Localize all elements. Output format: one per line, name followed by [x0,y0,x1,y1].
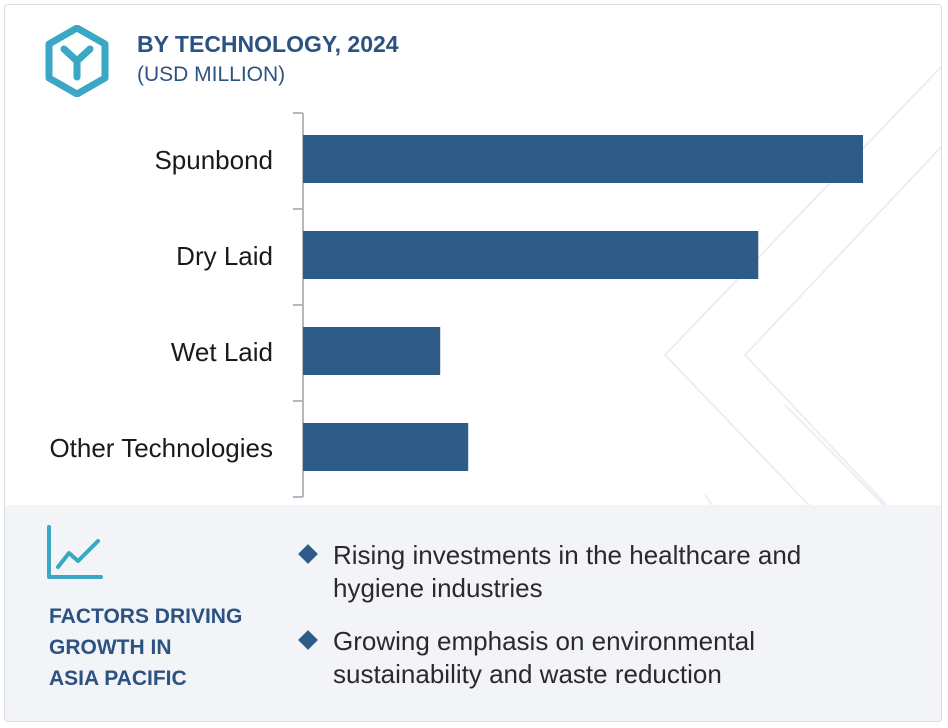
factor-text-line-1: Growing emphasis on environmental [333,626,755,656]
bar [303,231,759,279]
factor-text-line-1: Rising investments in the healthcare and [333,540,802,570]
diamond-bullet-icon [298,544,318,564]
factor-text-line-2: hygiene industries [333,573,543,603]
factors-panel: FACTORS DRIVING GROWTH IN ASIA PACIFIC R… [5,505,941,721]
factors-heading-line-3: ASIA PACIFIC [49,667,187,690]
diamond-bullet-icon [298,630,318,650]
bar [303,327,441,375]
factors-heading-line-2: GROWTH IN [49,636,172,659]
hexagon-y-logo-icon [45,25,109,97]
chart-title: BY TECHNOLOGY, 2024 [137,31,399,57]
category-label: Dry Laid [176,241,273,271]
line-chart-growth-icon [47,525,103,579]
category-label: Spunbond [154,145,273,175]
factor-text-line-2: sustainability and waste reduction [333,659,722,689]
category-label: Other Technologies [49,433,273,463]
bar [303,423,469,471]
chart-subtitle: (USD MILLION) [137,63,286,86]
bar [303,135,863,183]
bar-chart: Spunbond Dry Laid Wet Laid Other Technologi… [49,112,863,498]
chart-card: BY TECHNOLOGY, 2024 (USD MILLION) Spunbo… [4,4,942,722]
factors-heading-line-1: FACTORS DRIVING [49,605,243,628]
category-label: Wet Laid [171,337,273,367]
factor-item: Growing emphasis on environmental sustai… [295,625,915,691]
factors-heading: FACTORS DRIVING GROWTH IN ASIA PACIFIC [49,601,269,694]
factor-item: Rising investments in the healthcare and… [295,539,915,605]
